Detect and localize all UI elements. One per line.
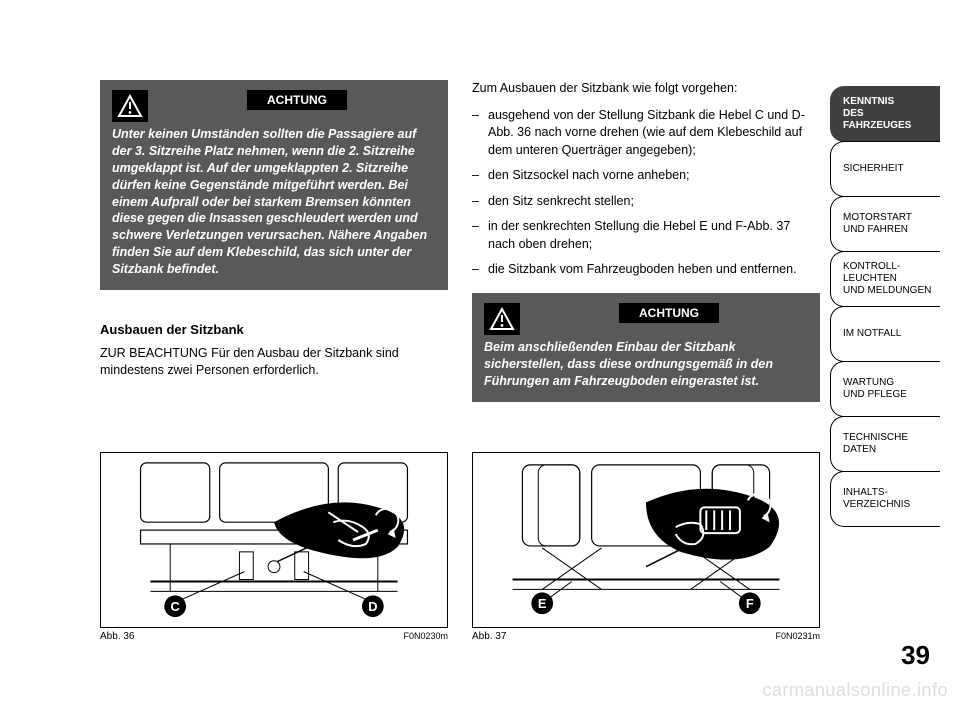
warning-header: ACHTUNG: [484, 303, 808, 335]
warning-box-1: ACHTUNG Unter keinen Umständen sollten d…: [100, 80, 448, 290]
figure-label-e: E: [538, 596, 547, 611]
bullet-dash: –: [472, 167, 488, 185]
body-text-left: ZUR BEACHTUNG Für den Ausbau der Sitzban…: [100, 345, 448, 379]
bullet-text: in der senkrechten Stellung die Hebel E …: [488, 218, 820, 253]
tab-sicherheit[interactable]: SICHERHEIT: [830, 141, 940, 197]
left-column: ACHTUNG Unter keinen Umständen sollten d…: [100, 80, 448, 420]
figure-37: E F Abb. 37 F0N0231m: [472, 452, 820, 642]
bullet-item: – ausgehend von der Stellung Sitzbank di…: [472, 107, 820, 160]
bullet-text: ausgehend von der Stellung Sitzbank die …: [488, 107, 820, 160]
warning-icon: [112, 90, 148, 122]
seat-diagram-37: E F: [473, 453, 819, 627]
right-column: Zum Ausbauen der Sitzbank wie folgt vorg…: [472, 80, 820, 420]
bullet-list: – ausgehend von der Stellung Sitzbank di…: [472, 107, 820, 287]
warning-title-wrap: ACHTUNG: [530, 303, 808, 329]
bullet-item: – die Sitzbank vom Fahrzeugboden heben u…: [472, 261, 820, 279]
bullet-item: – den Sitzsockel nach vorne anheben;: [472, 167, 820, 185]
tab-wartung[interactable]: WARTUNGUND PFLEGE: [830, 361, 940, 417]
bullet-text: den Sitz senkrecht stellen;: [488, 193, 820, 211]
figure-caption-37: Abb. 37 F0N0231m: [472, 631, 820, 642]
warning-title-1: ACHTUNG: [247, 90, 347, 110]
bullet-dash: –: [472, 107, 488, 160]
content-columns: ACHTUNG Unter keinen Umständen sollten d…: [100, 80, 820, 420]
warning-title-wrap: ACHTUNG: [158, 90, 436, 116]
bullet-item: – den Sitz senkrecht stellen;: [472, 193, 820, 211]
tab-label: IM NOTFALL: [843, 328, 901, 340]
tab-label: WARTUNGUND PFLEGE: [843, 377, 907, 401]
tab-label: INHALTS-VERZEICHNIS: [843, 487, 910, 511]
bullet-text: den Sitzsockel nach vorne anheben;: [488, 167, 820, 185]
warning-title-2: ACHTUNG: [619, 303, 719, 323]
bullet-dash: –: [472, 261, 488, 279]
tab-motorstart[interactable]: MOTORSTARTUND FAHREN: [830, 196, 940, 252]
warning-text-1: Unter keinen Umständen sollten die Passa…: [112, 126, 436, 278]
figure-frame-36: C D: [100, 452, 448, 628]
warning-header: ACHTUNG: [112, 90, 436, 122]
figures-row: C D Abb. 36 F0N0230m: [100, 452, 820, 642]
tab-kenntnis[interactable]: KENNTNISDES FAHRZEUGES: [830, 86, 940, 142]
tab-label: TECHNISCHEDATEN: [843, 432, 908, 456]
figure-caption-label-37: Abb. 37: [472, 631, 506, 642]
seat-diagram-36: C D: [101, 453, 447, 627]
tab-inhaltsverzeichnis[interactable]: INHALTS-VERZEICHNIS: [830, 471, 940, 527]
sidebar-tabs: KENNTNISDES FAHRZEUGES SICHERHEIT MOTORS…: [830, 86, 940, 526]
bullet-dash: –: [472, 193, 488, 211]
warning-text-2: Beim anschließenden Einbau der Sitzbank …: [484, 339, 808, 390]
watermark: carmanualsonline.info: [762, 680, 948, 701]
figure-code-36: F0N0230m: [403, 631, 448, 642]
tab-label: KENNTNISDES FAHRZEUGES: [843, 96, 932, 132]
bullet-dash: –: [472, 218, 488, 253]
figure-36: C D Abb. 36 F0N0230m: [100, 452, 448, 642]
intro-right: Zum Ausbauen der Sitzbank wie folgt vorg…: [472, 80, 820, 97]
tab-kontrollleuchten[interactable]: KONTROLL-LEUCHTENUND MELDUNGEN: [830, 251, 940, 307]
figure-frame-37: E F: [472, 452, 820, 628]
bullet-text: die Sitzbank vom Fahrzeugboden heben und…: [488, 261, 820, 279]
tab-label: KONTROLL-LEUCHTENUND MELDUNGEN: [843, 261, 931, 297]
subhead-ausbauen: Ausbauen der Sitzbank: [100, 322, 448, 337]
tab-label: SICHERHEIT: [843, 163, 904, 175]
manual-page: ACHTUNG Unter keinen Umständen sollten d…: [0, 0, 960, 709]
figure-label-f: F: [746, 596, 754, 611]
tab-technische-daten[interactable]: TECHNISCHEDATEN: [830, 416, 940, 472]
figure-caption-label-36: Abb. 36: [100, 631, 134, 642]
bullet-item: – in der senkrechten Stellung die Hebel …: [472, 218, 820, 253]
figure-label-d: D: [368, 599, 377, 614]
page-number: 39: [901, 640, 930, 671]
figure-caption-36: Abb. 36 F0N0230m: [100, 631, 448, 642]
figure-code-37: F0N0231m: [775, 631, 820, 642]
tab-notfall[interactable]: IM NOTFALL: [830, 306, 940, 362]
warning-box-2: ACHTUNG Beim anschließenden Einbau der S…: [472, 293, 820, 402]
figure-label-c: C: [171, 599, 180, 614]
warning-icon: [484, 303, 520, 335]
tab-label: MOTORSTARTUND FAHREN: [843, 212, 912, 236]
